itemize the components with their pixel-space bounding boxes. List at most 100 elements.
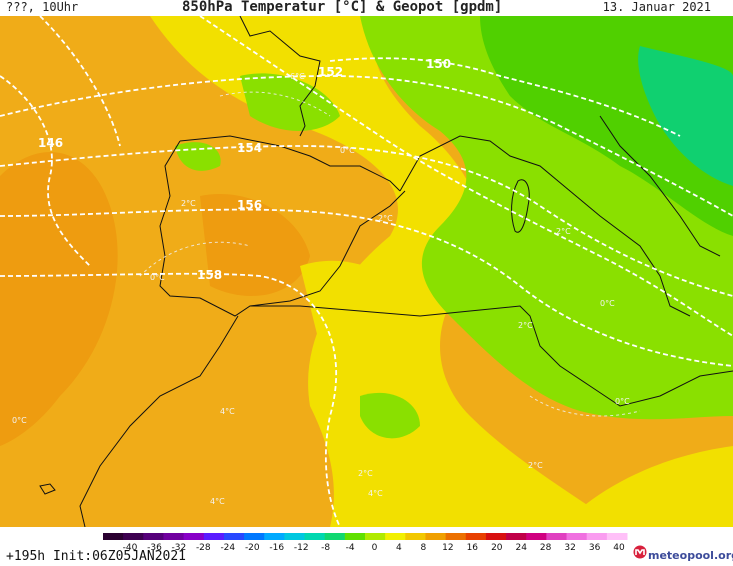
- colorbar-tick: 28: [540, 543, 552, 551]
- colorbar-tick: 0: [372, 543, 378, 551]
- temp-label-14: 2°C: [518, 321, 533, 330]
- coast-corsica-sardinia: [511, 179, 530, 233]
- geopot-labels: 146 150 152 154 156 158: [38, 57, 451, 282]
- colorbar-swatch: [465, 533, 487, 540]
- isotherm-6: [139, 241, 251, 277]
- colorbar-tick: 32: [564, 543, 575, 551]
- isoline-158: [0, 272, 341, 527]
- colorbar-swatch: [304, 533, 326, 540]
- isoline-154: [0, 145, 733, 297]
- isoline-152b: [199, 16, 733, 337]
- geopot-label-152: 152: [318, 65, 343, 79]
- colorbar-swatch: [244, 533, 265, 540]
- field-yellow-band: [150, 16, 620, 527]
- coast-spain-north: [179, 135, 401, 192]
- colorbar-swatch: [566, 533, 588, 540]
- colorbar-legend: -40 -36 -32 -28 -24 -20 -16 -12 -8 -4 0 …: [103, 533, 628, 551]
- colorbar-swatch: [284, 533, 306, 540]
- colorbar-swatch: [123, 533, 144, 540]
- temp-label-7: 4°C: [220, 407, 235, 416]
- colorbar-swatch: [425, 533, 447, 540]
- colorbar-tick: -28: [196, 543, 211, 551]
- valid-date: 13. Januar 2021: [602, 0, 711, 14]
- footer: -40 -36 -32 -28 -24 -20 -16 -12 -8 -4 0 …: [0, 527, 733, 566]
- geopot-isolines: [0, 16, 733, 527]
- colorbar-tick: -8: [321, 543, 330, 551]
- colorbar-tick: -20: [245, 543, 260, 551]
- colorbar-swatch: [586, 533, 608, 540]
- colorbar-tick: 40: [613, 543, 625, 551]
- colorbar-swatch: [264, 533, 285, 540]
- field-green-sahara: [360, 392, 420, 439]
- coast-italy-france: [399, 135, 691, 317]
- temp-label-6: 0°C: [150, 273, 165, 282]
- geopot-label-154: 154: [237, 141, 262, 155]
- temp-label-15: 0°C: [600, 299, 615, 308]
- isotherm-0-libya: [529, 395, 641, 417]
- colorbar-swatch: [506, 533, 527, 540]
- temp-label-13: 0°C: [615, 397, 630, 406]
- coast-france-west: [239, 16, 321, 137]
- isotherm-0-france: [219, 91, 331, 117]
- colorbar-swatch: [223, 533, 245, 540]
- isoline-150: [329, 57, 681, 137]
- colorbar-tick: -4: [346, 543, 355, 551]
- colorbar-swatches: [103, 533, 628, 540]
- temp-label-2: 0°C: [340, 146, 355, 155]
- colorbar-swatch: [405, 533, 426, 540]
- colorbar-tick: 36: [589, 543, 601, 551]
- colorbar-swatch: [365, 533, 386, 540]
- field-teal-balkans: [638, 46, 733, 186]
- temperature-map: 146 150 152 154 156 158 6°C 0°C 2°C 2°C …: [0, 16, 733, 527]
- colorbar-tick: -40: [123, 543, 138, 551]
- colorbar-tick: -12: [294, 543, 309, 551]
- geopot-label-150: 150: [426, 57, 451, 71]
- isoline-146: [0, 75, 91, 267]
- temp-label-5: 2°C: [556, 227, 571, 236]
- coast-morocco: [79, 315, 239, 527]
- geopot-label-156: 156: [237, 198, 262, 212]
- colorbar-swatch: [526, 533, 547, 540]
- colorbar-swatch: [324, 533, 346, 540]
- temp-label-11: 4°C: [210, 497, 225, 506]
- field-green-france: [240, 73, 340, 131]
- colorbar-tick: 12: [442, 543, 453, 551]
- temp-label-4: 2°C: [378, 214, 393, 223]
- colorbar-swatch: [445, 533, 467, 540]
- field-warm-dark-west: [0, 152, 118, 446]
- colorbar-swatch: [606, 533, 628, 540]
- temp-label-12: 2°C: [528, 461, 543, 470]
- coast-iberia: [159, 140, 406, 317]
- colorbar-swatch: [143, 533, 164, 540]
- meteopool-logo-icon: [633, 545, 647, 559]
- temp-label-1: 6°C: [290, 72, 305, 81]
- field-yellow-libya: [560, 446, 733, 527]
- header: ???, 10Uhr 850hPa Temperatur [°C] & Geop…: [0, 0, 733, 16]
- map-title: 850hPa Temperatur [°C] & Geopot [gpdm]: [182, 0, 503, 15]
- colorbar-tick: -32: [172, 543, 187, 551]
- temp-label-3: 2°C: [181, 199, 196, 208]
- coast-adriatic: [599, 115, 721, 257]
- colorbar-tick: 24: [515, 543, 527, 551]
- field-warm-dark-iberia: [200, 194, 310, 296]
- geopot-label-158: 158: [197, 268, 222, 282]
- colorbar-tick: -24: [220, 543, 235, 551]
- valid-time-label: ???, 10Uhr: [6, 0, 79, 14]
- colorbar-swatch: [385, 533, 406, 540]
- temp-label-9: 4°C: [368, 489, 383, 498]
- colorbar-swatch: [163, 533, 185, 540]
- colorbar-tick: 4: [396, 543, 402, 551]
- isoline-156: [0, 208, 733, 367]
- coast-north-africa: [250, 305, 733, 407]
- brand-link[interactable]: meteopool.org: [648, 549, 733, 562]
- temperature-labels: 6°C 0°C 2°C 2°C 2°C 0°C 4°C 0°C 4°C 2°C …: [12, 72, 630, 506]
- coast-canaries: [39, 483, 56, 495]
- colorbar-ticks: -40 -36 -32 -28 -24 -20 -16 -12 -8 -4 0 …: [123, 543, 625, 551]
- colorbar-tick: 20: [491, 543, 503, 551]
- colorbar-swatch: [103, 533, 124, 540]
- colorbar-swatch: [485, 533, 507, 540]
- colorbar-swatch: [546, 533, 568, 540]
- colorbar-swatch: [344, 533, 366, 540]
- geopot-label-146: 146: [38, 136, 63, 150]
- colorbar-tick: 8: [421, 543, 427, 551]
